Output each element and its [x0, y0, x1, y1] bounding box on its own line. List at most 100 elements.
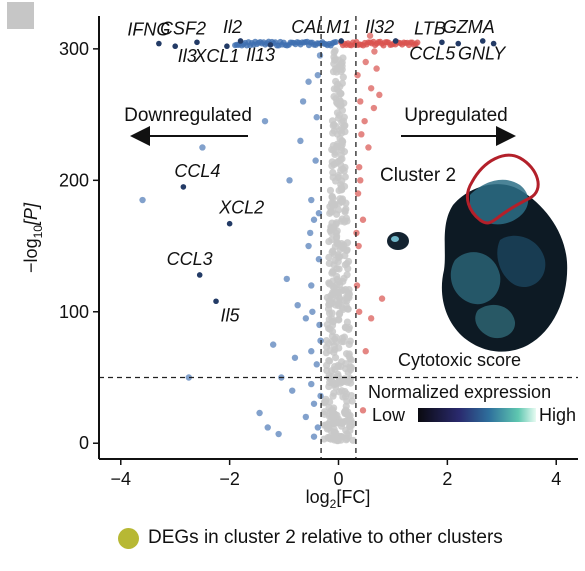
- nonsig-point: [325, 372, 333, 380]
- down-point: [313, 114, 320, 121]
- gene-point: [213, 298, 219, 305]
- x-axis-title: log2[FC]: [306, 487, 371, 511]
- nonsig-point: [328, 269, 336, 277]
- nonsig-point: [336, 156, 345, 164]
- nonsig-point: [347, 391, 356, 400]
- nonsig-point: [338, 66, 346, 74]
- nonsig-point: [333, 142, 341, 150]
- nonsig-point: [336, 300, 344, 308]
- nonsig-point: [320, 435, 328, 443]
- up-point: [361, 117, 368, 125]
- nonsig-point: [341, 173, 349, 181]
- y-tick-label: 0: [79, 433, 89, 453]
- down-point: [199, 144, 206, 151]
- nonsig-point: [335, 310, 344, 318]
- gene-label: Il32: [365, 17, 394, 37]
- gene-label: CSF2: [160, 18, 206, 38]
- nonsig-point: [325, 237, 333, 246]
- nonsig-point: [344, 368, 352, 377]
- down-point: [261, 117, 269, 125]
- nonsig-point: [337, 184, 345, 192]
- nonsig-point: [348, 397, 356, 405]
- gene-label: Il2: [223, 17, 242, 37]
- gene-point: [455, 40, 462, 47]
- y-tick-label: 300: [59, 39, 89, 59]
- gene-point: [479, 38, 486, 44]
- nonsig-point: [332, 281, 341, 289]
- gene-point: [237, 38, 244, 44]
- nonsig-point: [331, 242, 339, 251]
- down-point: [312, 157, 319, 164]
- nonsig-point: [344, 265, 352, 273]
- down-point: [305, 242, 312, 250]
- up-point: [362, 58, 369, 66]
- up-point: [358, 131, 365, 138]
- nonsig-point: [340, 167, 348, 175]
- gene-label: XCL2: [218, 198, 264, 218]
- gene-label: GZMA: [443, 17, 495, 37]
- nonsig-point: [341, 324, 350, 332]
- nonsig-point: [326, 280, 334, 288]
- gene-label: CALM1: [291, 17, 351, 37]
- gene-label: Il3: [178, 46, 197, 66]
- down-point: [308, 380, 315, 388]
- nonsig-point: [342, 393, 350, 401]
- nonsig-point: [347, 356, 356, 364]
- up-point: [365, 144, 372, 151]
- nonsig-point: [332, 333, 340, 342]
- legend-text: DEGs in cluster 2 relative to other clus…: [148, 527, 503, 548]
- gene-point: [267, 42, 274, 48]
- nonsig-point: [343, 246, 351, 254]
- down-point: [308, 282, 315, 289]
- nonsig-point: [330, 60, 338, 68]
- down-point: [310, 400, 318, 407]
- nonsig-point: [338, 387, 346, 395]
- up-point: [355, 308, 363, 315]
- nonsig-point: [330, 389, 338, 397]
- gene-label: CCL3: [167, 249, 213, 269]
- down-point: [185, 374, 193, 381]
- gene-point: [392, 38, 399, 44]
- gene-point: [196, 272, 203, 278]
- down-point: [314, 424, 322, 431]
- down-point: [308, 196, 315, 204]
- nonsig-point: [328, 248, 336, 256]
- nonsig-point: [342, 214, 351, 222]
- nonsig-point: [325, 259, 333, 268]
- nonsig-point: [338, 138, 346, 146]
- upregulated-label: Upregulated: [404, 105, 508, 126]
- axes: −4 −2 0 2 4 0 100 200 300: [59, 16, 578, 489]
- down-point: [283, 275, 290, 283]
- nonsig-point: [336, 102, 344, 110]
- nonsig-point: [329, 317, 337, 326]
- nonsig-point: [330, 48, 338, 57]
- nonsig-point: [327, 207, 335, 215]
- nonsig-point: [338, 334, 347, 342]
- nonsig-point: [323, 293, 331, 302]
- down-point: [297, 137, 304, 145]
- nonsig-point: [344, 293, 352, 301]
- nonsig-point: [337, 243, 345, 251]
- x-tick-label: 0: [333, 469, 343, 489]
- up-band-point: [414, 39, 421, 46]
- nonsig-point: [329, 68, 338, 76]
- y-tick-label: 100: [59, 302, 89, 322]
- colorbar-title: Normalized expression: [368, 382, 551, 402]
- up-point: [362, 348, 369, 355]
- down-point: [289, 387, 296, 394]
- nonsignificant-points: [320, 47, 357, 445]
- up-point: [367, 85, 375, 92]
- nonsig-point: [329, 418, 337, 426]
- up-point: [373, 65, 380, 72]
- nonsig-point: [337, 89, 345, 98]
- gene-label: CCL4: [174, 161, 220, 181]
- gene-point: [439, 39, 445, 46]
- nonsig-point: [323, 361, 331, 369]
- nonsig-point: [339, 117, 348, 125]
- up-point: [355, 242, 362, 250]
- down-point: [275, 430, 282, 438]
- down-point: [309, 308, 316, 315]
- gene-label: Il5: [221, 305, 241, 325]
